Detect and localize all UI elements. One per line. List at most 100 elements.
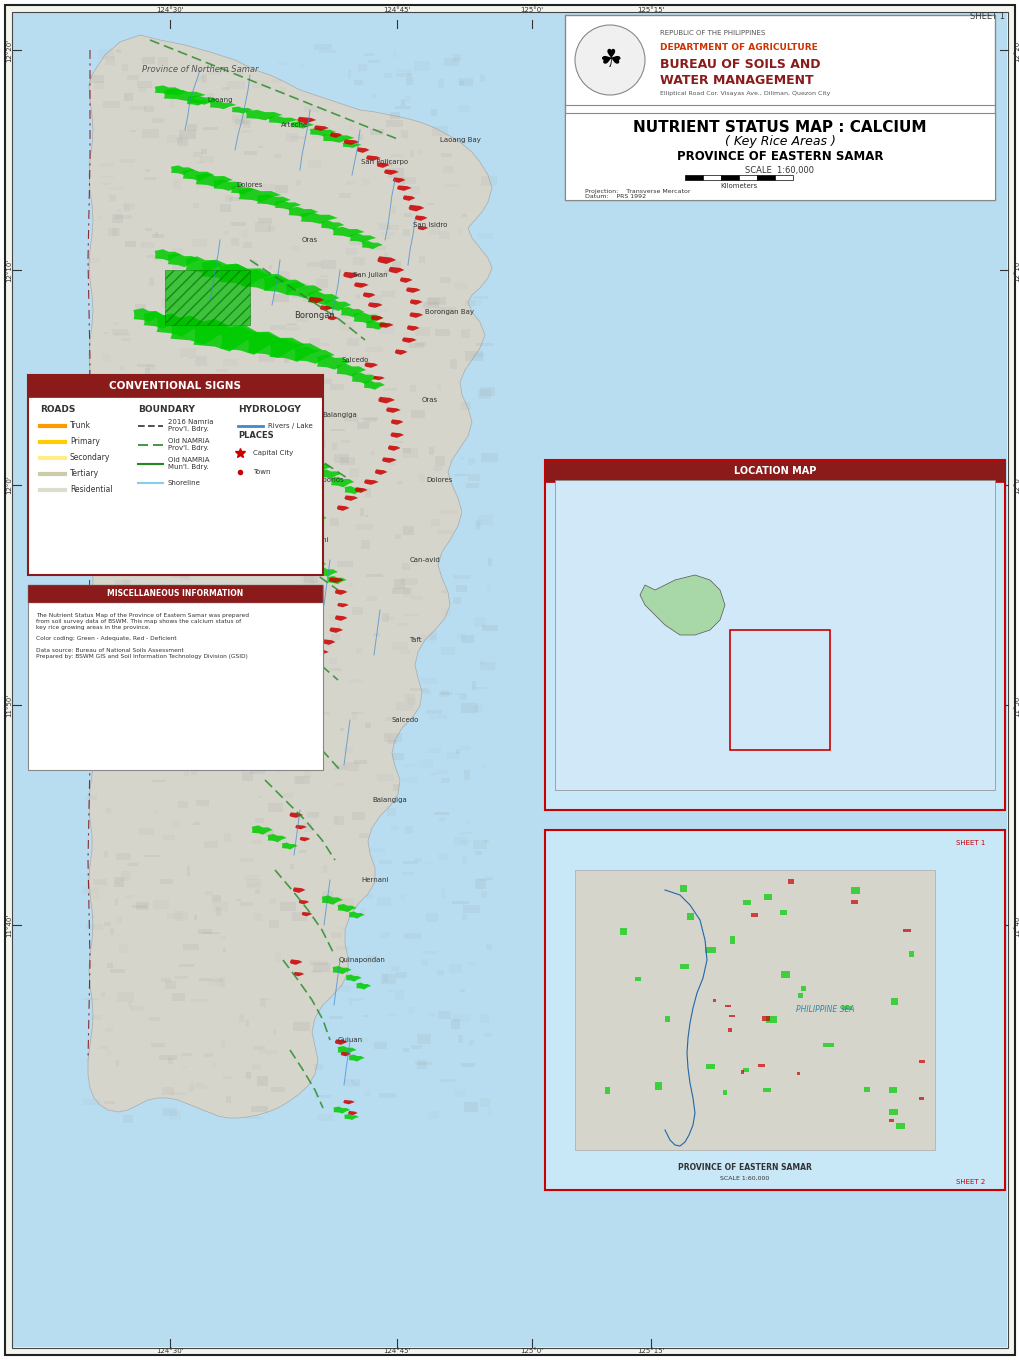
Bar: [145, 227, 152, 231]
Bar: [270, 325, 285, 330]
Bar: [702, 175, 720, 180]
Bar: [145, 369, 150, 374]
Bar: [159, 1055, 176, 1059]
Bar: [466, 483, 479, 488]
Bar: [401, 872, 414, 874]
Bar: [443, 58, 459, 67]
Bar: [440, 889, 444, 898]
Bar: [415, 341, 427, 347]
Polygon shape: [213, 180, 243, 190]
Bar: [404, 449, 411, 453]
Bar: [404, 214, 411, 218]
Bar: [274, 952, 280, 962]
Bar: [481, 891, 487, 898]
Bar: [437, 307, 455, 314]
Bar: [304, 575, 317, 583]
Polygon shape: [314, 125, 328, 131]
Bar: [664, 1016, 669, 1023]
Text: Primary: Primary: [70, 438, 100, 446]
Bar: [331, 634, 340, 639]
Bar: [338, 985, 351, 991]
Text: SCALE  1:60,000: SCALE 1:60,000: [745, 166, 814, 174]
Bar: [101, 638, 112, 641]
Bar: [89, 514, 103, 522]
Bar: [453, 1089, 465, 1096]
Bar: [267, 692, 271, 700]
Bar: [204, 715, 213, 724]
Bar: [222, 87, 229, 90]
Bar: [190, 358, 194, 359]
Text: LOCATION MAP: LOCATION MAP: [733, 466, 815, 476]
Bar: [253, 260, 257, 267]
Bar: [401, 778, 418, 783]
Bar: [246, 1117, 263, 1119]
Bar: [242, 772, 253, 781]
Bar: [102, 182, 110, 185]
Bar: [294, 541, 301, 548]
Bar: [138, 82, 152, 88]
Bar: [224, 832, 231, 842]
Polygon shape: [286, 643, 308, 653]
Bar: [149, 276, 154, 286]
Bar: [169, 1110, 180, 1121]
Bar: [377, 774, 393, 781]
Bar: [299, 850, 306, 853]
Bar: [139, 643, 146, 649]
Bar: [119, 741, 137, 748]
Text: Balangiga: Balangiga: [322, 412, 357, 418]
Text: Balangiga: Balangiga: [372, 797, 407, 802]
Polygon shape: [289, 717, 304, 724]
Bar: [107, 1050, 110, 1057]
Bar: [180, 500, 193, 510]
Polygon shape: [373, 375, 384, 381]
Bar: [193, 239, 207, 248]
Polygon shape: [357, 147, 369, 152]
Bar: [110, 928, 114, 934]
Bar: [172, 337, 187, 340]
Polygon shape: [343, 139, 359, 146]
Bar: [373, 1042, 386, 1050]
Bar: [125, 605, 137, 609]
Bar: [178, 964, 194, 967]
Bar: [291, 292, 307, 298]
Bar: [86, 752, 101, 762]
Polygon shape: [292, 887, 306, 894]
Bar: [459, 80, 464, 86]
Bar: [743, 1068, 749, 1073]
Polygon shape: [300, 558, 326, 570]
Bar: [282, 607, 298, 615]
Bar: [303, 408, 320, 419]
Bar: [392, 205, 396, 214]
Bar: [446, 752, 459, 759]
Bar: [288, 646, 297, 650]
Bar: [260, 998, 265, 1006]
Bar: [451, 902, 469, 903]
Bar: [314, 711, 329, 715]
Bar: [415, 326, 430, 336]
Polygon shape: [155, 249, 181, 261]
Polygon shape: [334, 1039, 347, 1044]
Bar: [730, 630, 829, 749]
Polygon shape: [334, 615, 347, 622]
Bar: [704, 947, 715, 953]
Bar: [365, 347, 383, 352]
Bar: [475, 851, 482, 854]
Bar: [429, 1012, 436, 1017]
Polygon shape: [365, 362, 378, 367]
Bar: [411, 1044, 421, 1049]
Bar: [94, 80, 104, 88]
Bar: [266, 638, 270, 646]
Bar: [575, 870, 934, 1151]
Bar: [842, 1005, 852, 1010]
Text: DEPARTMENT OF AGRICULTURE: DEPARTMENT OF AGRICULTURE: [659, 42, 817, 52]
Bar: [284, 763, 289, 766]
Bar: [238, 692, 244, 696]
Bar: [477, 514, 493, 525]
Bar: [243, 654, 250, 662]
Text: The Nutrient Status Map of the Province of Eastern Samar was prepared
from soil : The Nutrient Status Map of the Province …: [36, 613, 249, 658]
Text: Guiuan: Guiuan: [337, 1036, 362, 1043]
Polygon shape: [364, 479, 378, 486]
Bar: [122, 64, 128, 71]
Bar: [303, 464, 307, 468]
Bar: [458, 228, 462, 234]
